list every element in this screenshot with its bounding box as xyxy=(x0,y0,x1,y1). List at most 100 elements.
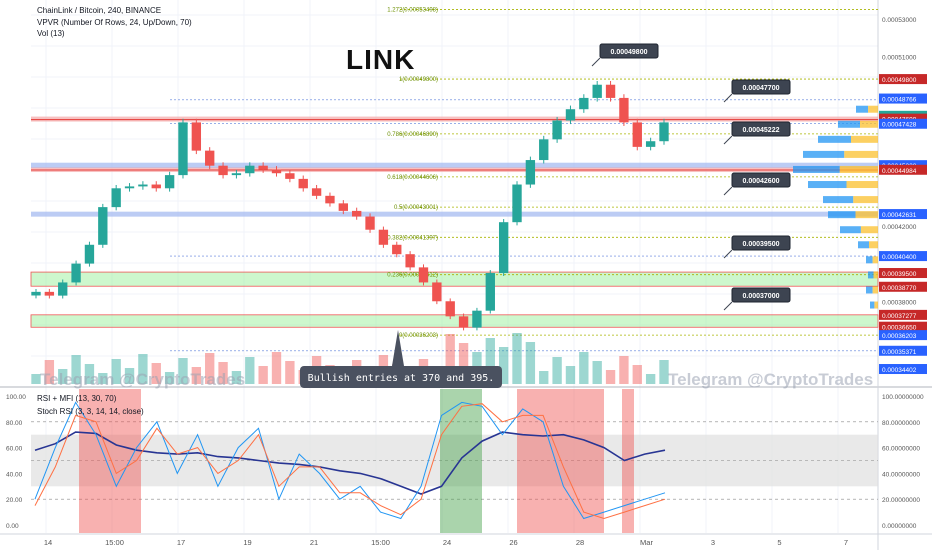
price-callout-box xyxy=(731,235,791,251)
candle-body xyxy=(565,109,576,121)
price-tag-text: 0.00034402 xyxy=(882,367,917,374)
candle-body xyxy=(472,310,482,328)
signal-region xyxy=(440,389,482,533)
volume-profile-bar xyxy=(839,165,878,173)
volume-profile-bar xyxy=(846,181,878,189)
volume-profile-bar xyxy=(866,256,873,264)
x-axis-tick-label: 7 xyxy=(844,538,848,547)
volume-bar xyxy=(498,347,509,384)
volume-bar xyxy=(124,368,135,384)
candle-body xyxy=(579,97,589,110)
candle-body xyxy=(84,244,95,264)
signal-region xyxy=(79,389,141,533)
volume-bar xyxy=(565,366,576,384)
price-callout-box xyxy=(731,79,791,95)
volume-profile-bar xyxy=(860,226,878,234)
volume-profile-bar xyxy=(856,105,869,113)
x-axis-tick-label: 17 xyxy=(177,538,185,547)
volume-bar xyxy=(525,342,536,384)
support-zone xyxy=(30,314,879,328)
candle-body xyxy=(605,84,616,98)
fib-label: 0.618(0.00044606) xyxy=(387,175,438,181)
volume-bar xyxy=(592,361,602,384)
candle-body xyxy=(592,84,602,98)
candle-body xyxy=(98,207,108,245)
price-callout-leader xyxy=(723,135,733,145)
stoch-rsi-label[interactable]: Stoch RSI (3, 3, 14, 14, close) xyxy=(37,407,144,416)
volume-bar xyxy=(285,361,295,384)
oscillator-line xyxy=(34,403,666,520)
volume-bar xyxy=(579,352,589,384)
volume-bar xyxy=(245,357,255,384)
price-tag-bg xyxy=(879,74,927,85)
volume-bar xyxy=(458,343,469,384)
osc-y-tick-label: 60.00000000 xyxy=(882,446,920,453)
volume-profile-bar xyxy=(868,271,874,279)
volume-profile-bar xyxy=(873,271,878,279)
volume-bar xyxy=(98,373,108,384)
vpvr-indicator-label[interactable]: VPVR (Number Of Rows, 24, Up/Down, 70) xyxy=(37,18,192,27)
volume-profile-bar xyxy=(818,135,851,143)
oscillator-line xyxy=(34,431,666,495)
price-callout-text: 0.00049800 xyxy=(611,49,648,56)
annotation-bubble xyxy=(300,366,502,388)
volume-profile-bar xyxy=(853,196,878,204)
candle-body xyxy=(458,316,469,328)
price-tag-text: 0.00049800 xyxy=(882,77,917,84)
osc-y-tick-label: 20.00000000 xyxy=(882,497,920,504)
candle-body xyxy=(258,165,268,170)
candle-body xyxy=(44,291,55,296)
volume-bar xyxy=(111,359,121,384)
fib-label: 0.786(0.00046890) xyxy=(387,132,438,138)
candle-body xyxy=(191,122,202,151)
watermark-right: Telegram @CryptoTrades xyxy=(668,370,873,389)
price-callout-box xyxy=(731,287,791,303)
volume-profile-bar xyxy=(808,181,847,189)
x-axis-tick-label: 24 xyxy=(443,538,451,547)
volume-bar xyxy=(258,366,268,384)
candle-body xyxy=(218,165,228,176)
osc-y-tick-label: 80.00000000 xyxy=(882,420,920,427)
volume-profile-bar xyxy=(872,256,878,264)
signal-region xyxy=(622,389,634,533)
x-axis-tick-label: Mar xyxy=(640,538,653,547)
volume-bar xyxy=(271,352,282,384)
volume-bar xyxy=(58,369,68,384)
osc-left-tick-label: 60.00 xyxy=(6,446,23,453)
x-axis-tick-label: 14 xyxy=(44,538,52,547)
price-tag-text: 0.00035371 xyxy=(882,349,917,356)
big-title: LINK xyxy=(346,44,416,75)
fib-label: 0(0.00036203) xyxy=(399,333,438,339)
candle-body xyxy=(58,282,68,296)
candle-body xyxy=(485,273,495,311)
price-callout-leader xyxy=(723,93,733,103)
price-callout-box xyxy=(731,172,791,188)
x-axis-tick-label: 3 xyxy=(711,538,715,547)
volume-profile-bar xyxy=(803,150,845,158)
volume-indicator-label[interactable]: Vol (13) xyxy=(37,29,65,38)
price-callout-box xyxy=(599,43,659,59)
fib-label: 1.272(0.00053498) xyxy=(387,7,438,13)
price-tag-bg xyxy=(879,164,927,175)
oscillator-pane xyxy=(31,389,878,533)
candle-body xyxy=(512,184,522,223)
rsi-mfi-label[interactable]: RSI + MFI (13, 30, 70) xyxy=(37,394,117,403)
price-tag-text: 0.00048766 xyxy=(882,97,917,104)
volume-bar xyxy=(164,372,175,384)
price-tag-bg xyxy=(879,364,927,375)
fib-label: 0.5(0.00043001) xyxy=(394,205,438,211)
volume-bar xyxy=(205,353,215,384)
volume-bar xyxy=(632,365,642,384)
volume-bar xyxy=(445,334,455,384)
candle-body xyxy=(164,175,175,189)
signal-region xyxy=(517,389,604,533)
price-tag-text: 0.00042631 xyxy=(882,212,917,219)
candle-body xyxy=(111,188,121,208)
osc-left-tick-label: 40.00 xyxy=(6,471,23,478)
candle-body xyxy=(138,184,148,187)
volume-profile-bar xyxy=(851,135,878,143)
candle-body xyxy=(539,139,549,161)
x-axis-tick-label: 21 xyxy=(310,538,318,547)
volume-bar xyxy=(31,374,41,384)
volume-profile-bar xyxy=(858,241,869,249)
